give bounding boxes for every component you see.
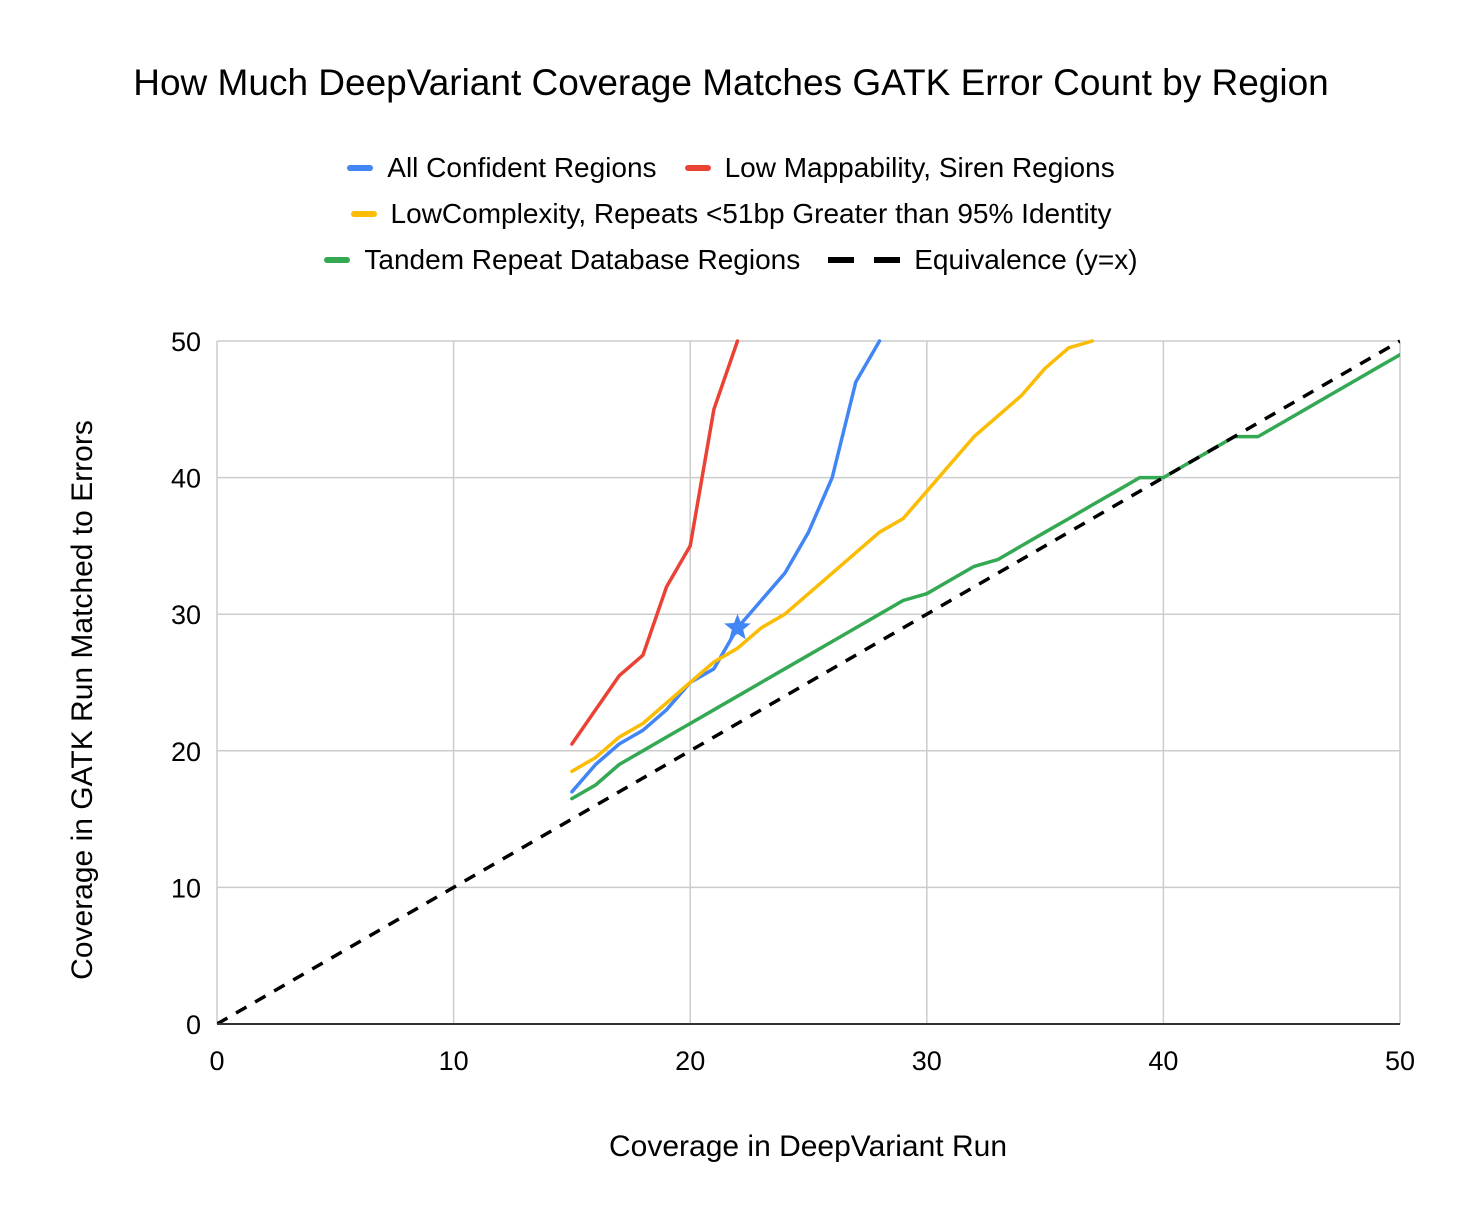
legend-label-tandem-repeat: Tandem Repeat Database Regions: [364, 244, 801, 275]
axes: 0 10 20 30 40 50 0 10 20 30 40 50: [171, 327, 1415, 1076]
legend-item-all-confident: All Confident Regions: [347, 152, 657, 184]
chart-title: How Much DeepVariant Coverage Matches GA…: [133, 62, 1329, 103]
legend-label-all-confident: All Confident Regions: [387, 152, 657, 183]
series-layer: [217, 339, 1400, 1024]
x-tick-label: 10: [439, 1046, 469, 1076]
x-tick-label: 0: [209, 1046, 224, 1076]
legend-label-low-mappability: Low Mappability, Siren Regions: [724, 152, 1115, 183]
x-tick-label: 30: [912, 1046, 942, 1076]
legend-row-2: LowComplexity, Repeats <51bp Greater tha…: [0, 198, 1462, 230]
y-tick-label: 50: [171, 327, 201, 357]
y-tick-label: 20: [171, 737, 201, 767]
x-tick-label: 20: [675, 1046, 705, 1076]
x-axis-title: Coverage in DeepVariant Run: [609, 1130, 1007, 1163]
series-line-all-confident-regions: [570, 339, 882, 794]
star-marker: [724, 613, 751, 640]
legend-row-1: All Confident Regions Low Mappability, S…: [0, 152, 1462, 184]
legend-item-low-mappability: Low Mappability, Siren Regions: [684, 152, 1115, 184]
y-tick-label: 40: [171, 464, 201, 494]
legend-row-3: Tandem Repeat Database Regions Equivalen…: [0, 244, 1462, 276]
legend-label-equivalence: Equivalence (y=x): [914, 244, 1138, 275]
legend-label-low-complexity: LowComplexity, Repeats <51bp Greater tha…: [390, 198, 1112, 229]
y-tick-label: 30: [171, 600, 201, 630]
y-axis-title: Coverage in GATK Run Matched to Errors: [66, 420, 99, 980]
legend-item-tandem-repeat: Tandem Repeat Database Regions: [324, 244, 800, 276]
y-tick-label: 10: [171, 873, 201, 903]
legend-item-equivalence: Equivalence (y=x): [828, 244, 1138, 276]
legend-swatch-equivalence: [828, 257, 901, 263]
legend-swatch-tandem-repeat: [324, 257, 351, 263]
legend-swatch-low-mappability: [684, 165, 711, 171]
series-line-tandem-repeat-database-regions: [570, 352, 1400, 801]
series-line-low-mappability-siren-regions: [570, 339, 740, 746]
series-line-equivalence-y-x: [217, 339, 1400, 1024]
y-tick-label: 0: [186, 1010, 201, 1040]
legend-item-low-complexity: LowComplexity, Repeats <51bp Greater tha…: [350, 198, 1112, 230]
x-tick-label: 40: [1148, 1046, 1178, 1076]
x-tick-label: 50: [1385, 1046, 1415, 1076]
legend-swatch-low-complexity: [350, 211, 377, 217]
series-line-lowcomplexity-repeats-51bp-greater-than-95-identity: [570, 339, 1095, 774]
legend-swatch-all-confident: [347, 165, 374, 171]
